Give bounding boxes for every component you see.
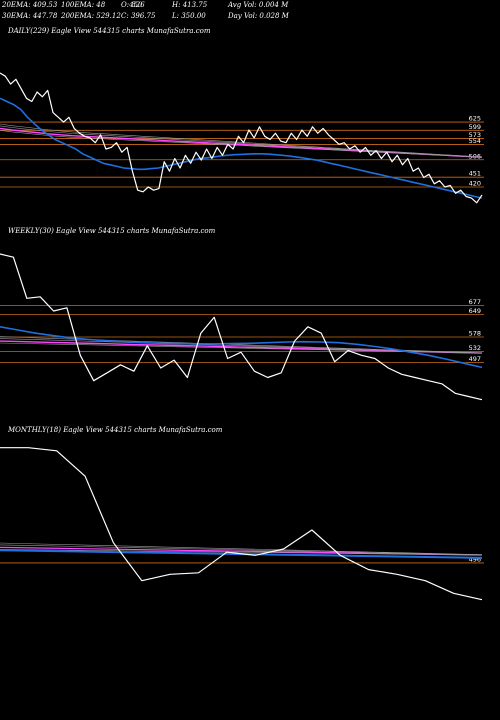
header-open: O: 826 xyxy=(121,1,145,9)
monthly-level-label-496: 496 xyxy=(469,555,481,563)
daily-panel-title: DAILY(229) Eagle View 544315 charts Muna… xyxy=(8,27,211,35)
daily-level-label-451: 451 xyxy=(469,170,481,178)
daily-ema-fast-line xyxy=(0,97,483,199)
weekly-level-label-497: 497 xyxy=(469,355,481,363)
monthly-panel-title: MONTHLY(18) Eagle View 544315 charts Mun… xyxy=(8,426,223,434)
weekly-level-label-677: 677 xyxy=(469,298,481,306)
header-high: H: 413.75 xyxy=(172,1,208,9)
header-day-vol: Day Vol: 0.028 M xyxy=(228,12,289,20)
weekly-price-line xyxy=(0,253,483,401)
daily-ma-band-line-1 xyxy=(0,130,483,158)
weekly-ma-band-line-0 xyxy=(0,338,483,354)
weekly-panel-title: WEEKLY(30) Eagle View 544315 charts Muna… xyxy=(8,227,216,235)
daily-ma-band-line-2 xyxy=(0,123,483,158)
weekly-level-label-532: 532 xyxy=(469,344,481,352)
header-close: C: 396.75 xyxy=(121,12,156,20)
weekly-ema-fast-line xyxy=(0,326,483,369)
weekly-level-label-649: 649 xyxy=(469,307,481,315)
header-20ema: 20EMA: 409.53 xyxy=(2,1,58,9)
daily-level-label-599: 599 xyxy=(469,123,481,131)
weekly-level-label-578: 578 xyxy=(469,329,481,337)
header-100ema: 100EMA: 48 xyxy=(61,1,106,9)
monthly-ma-band-line-2 xyxy=(0,542,483,555)
monthly-ema-slow-line xyxy=(0,546,483,556)
weekly-ma-band-line-1 xyxy=(0,342,483,354)
header-avg-vol: Avg Vol: 0.004 M xyxy=(228,1,289,9)
monthly-price-line xyxy=(0,447,483,601)
header-30ema: 30EMA: 447.78 xyxy=(2,12,58,20)
monthly-ma-band-line-1 xyxy=(0,549,483,556)
daily-level-label-573: 573 xyxy=(469,131,481,139)
daily-ema-slow-line xyxy=(0,127,483,158)
daily-price-line xyxy=(0,72,483,204)
daily-level-label-625: 625 xyxy=(469,115,481,123)
daily-level-label-420: 420 xyxy=(469,180,481,188)
monthly-ma-band-line-0 xyxy=(0,544,483,556)
header-low: L: 350.00 xyxy=(172,12,206,20)
header-200ema: 200EMA: 529.12 xyxy=(61,12,121,20)
header-open-overlap: 450 xyxy=(129,1,143,9)
daily-level-label-554: 554 xyxy=(469,137,481,145)
